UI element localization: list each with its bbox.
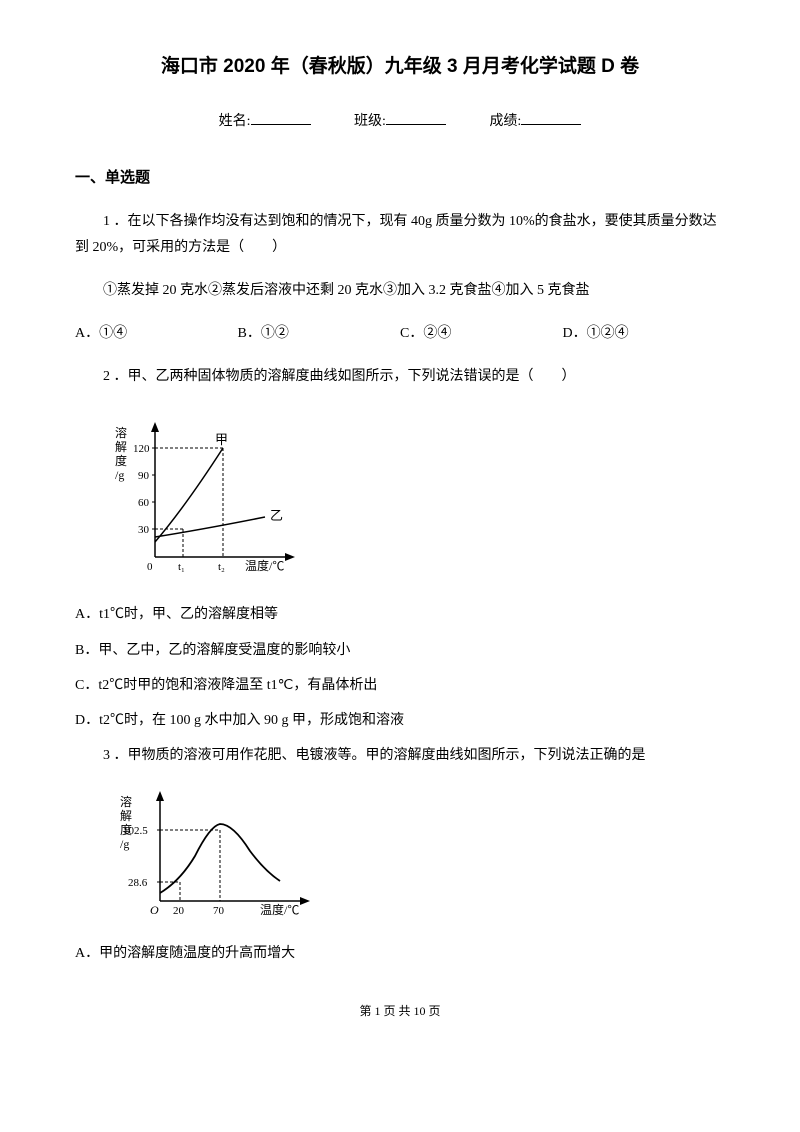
q2-chart: 溶 解 度 /g 120 90 60 30 0 t₁ t₂ 温度/℃ 甲 乙 bbox=[105, 407, 725, 587]
svg-text:溶: 溶 bbox=[115, 425, 127, 440]
svg-text:90: 90 bbox=[138, 470, 150, 482]
svg-text:温度/℃: 温度/℃ bbox=[260, 902, 299, 917]
svg-text:t₁: t₁ bbox=[178, 561, 185, 573]
name-blank bbox=[251, 124, 311, 125]
svg-text:20: 20 bbox=[173, 905, 185, 917]
svg-text:O: O bbox=[150, 903, 159, 917]
page-title: 海口市 2020 年（春秋版）九年级 3 月月考化学试题 D 卷 bbox=[75, 50, 725, 84]
class-blank bbox=[386, 124, 446, 125]
solubility-chart-2-icon: 溶 解 度 /g 102.5 28.6 O 20 70 温度/℃ bbox=[105, 786, 325, 926]
svg-text:溶: 溶 bbox=[120, 794, 132, 809]
svg-text:度: 度 bbox=[115, 453, 127, 468]
svg-text:0: 0 bbox=[147, 561, 153, 573]
q1-text: 1 ．在以下各操作均没有达到饱和的情况下，现有 40g 质量分数为 10%的食盐… bbox=[75, 209, 725, 259]
q2-optB: B．甲、乙中，乙的溶解度受温度的影响较小 bbox=[75, 638, 725, 663]
class-label: 班级: bbox=[354, 114, 386, 129]
q1-optC: C．②④ bbox=[400, 321, 563, 346]
q2-optD: D．t2℃时，在 100 g 水中加入 90 g 甲，形成饱和溶液 bbox=[75, 708, 725, 733]
svg-text:乙: 乙 bbox=[270, 508, 283, 523]
q2-optA: A．t1℃时，甲、乙的溶解度相等 bbox=[75, 602, 725, 627]
svg-text:t₂: t₂ bbox=[218, 561, 225, 573]
q3-optA: A．甲的溶解度随温度的升高而增大 bbox=[75, 941, 725, 966]
q3-chart: 溶 解 度 /g 102.5 28.6 O 20 70 温度/℃ bbox=[105, 786, 725, 926]
svg-text:60: 60 bbox=[138, 497, 150, 509]
svg-text:102.5: 102.5 bbox=[123, 825, 148, 837]
info-line: 姓名: 班级: 成绩: bbox=[75, 109, 725, 134]
q1-options: A．①④ B．①② C．②④ D．①②④ bbox=[75, 321, 725, 346]
svg-text:解: 解 bbox=[115, 440, 127, 454]
svg-text:28.6: 28.6 bbox=[128, 877, 148, 889]
svg-text:70: 70 bbox=[213, 905, 225, 917]
q1-optD: D．①②④ bbox=[563, 321, 726, 346]
score-blank bbox=[521, 124, 581, 125]
score-label: 成绩: bbox=[489, 114, 521, 129]
q1-optB: B．①② bbox=[238, 321, 401, 346]
name-label: 姓名: bbox=[219, 114, 251, 129]
svg-text:/g: /g bbox=[120, 837, 129, 851]
svg-text:30: 30 bbox=[138, 524, 150, 536]
svg-text:120: 120 bbox=[133, 443, 150, 455]
svg-text:甲: 甲 bbox=[215, 432, 228, 447]
q1-sub: ①蒸发掉 20 克水②蒸发后溶液中还剩 20 克水③加入 3.2 克食盐④加入 … bbox=[75, 278, 725, 303]
q2-text: 2 ．甲、乙两种固体物质的溶解度曲线如图所示，下列说法错误的是（ ） bbox=[75, 364, 725, 389]
svg-text:解: 解 bbox=[120, 809, 132, 823]
solubility-chart-1-icon: 溶 解 度 /g 120 90 60 30 0 t₁ t₂ 温度/℃ 甲 乙 bbox=[105, 407, 305, 587]
svg-text:温度/℃: 温度/℃ bbox=[245, 558, 284, 573]
q2-optC: C．t2℃时甲的饱和溶液降温至 t1℃，有晶体析出 bbox=[75, 673, 725, 698]
svg-text:/g: /g bbox=[115, 468, 124, 482]
page-footer: 第 1 页 共 10 页 bbox=[75, 1001, 725, 1023]
section-header: 一、单选题 bbox=[75, 164, 725, 191]
q1-optA: A．①④ bbox=[75, 321, 238, 346]
q3-text: 3 ．甲物质的溶液可用作花肥、电镀液等。甲的溶解度曲线如图所示，下列说法正确的是 bbox=[75, 743, 725, 768]
